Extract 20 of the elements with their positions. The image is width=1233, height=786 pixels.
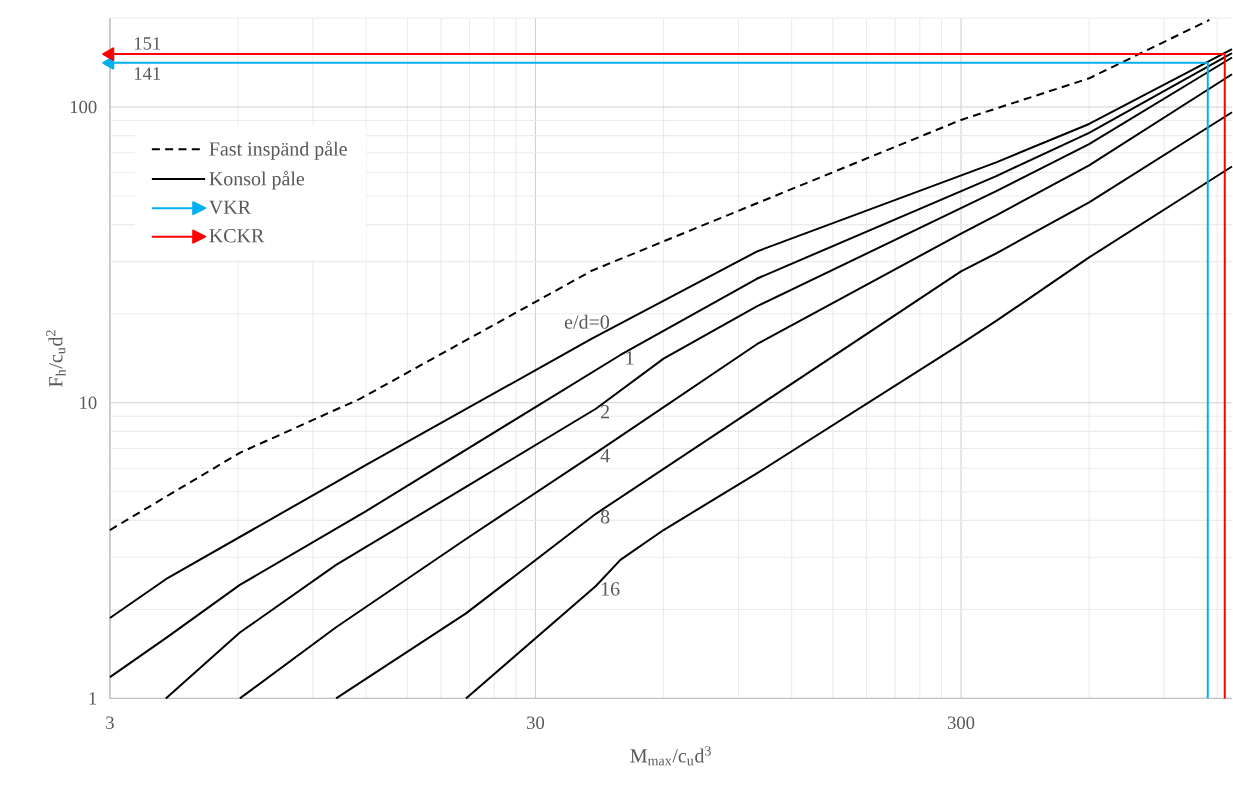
legend-label: KCKR <box>209 228 265 243</box>
annotation: 151 <box>134 36 161 50</box>
y-axis-title: F$_{h}$/c$_{u}$d$^{2}$ <box>46 330 66 387</box>
y-tick-label: 10 <box>80 396 97 409</box>
x-tick-label: 3 <box>106 716 114 729</box>
annotation: 1 <box>626 351 634 365</box>
y-tick-label: 1 <box>89 692 97 705</box>
y-tick-label: 100 <box>70 100 97 114</box>
x-axis-title: M$_{max}$/c$_{u}$d$^{3}$ <box>630 746 711 766</box>
annotation: 4 <box>600 448 610 463</box>
annotation: 16 <box>601 582 620 596</box>
annotation: 2 <box>601 404 610 419</box>
annotation: 8 <box>600 509 610 524</box>
legend-label: Konsol påle <box>209 170 305 190</box>
annotation: 141 <box>134 67 161 80</box>
legend-label: VKR <box>209 200 251 214</box>
annotation: e/d=0 <box>564 314 610 329</box>
legend-label: Fast inspänd påle <box>209 140 347 160</box>
x-tick-label: 30 <box>527 716 545 729</box>
x-tick-label: 300 <box>947 716 975 729</box>
